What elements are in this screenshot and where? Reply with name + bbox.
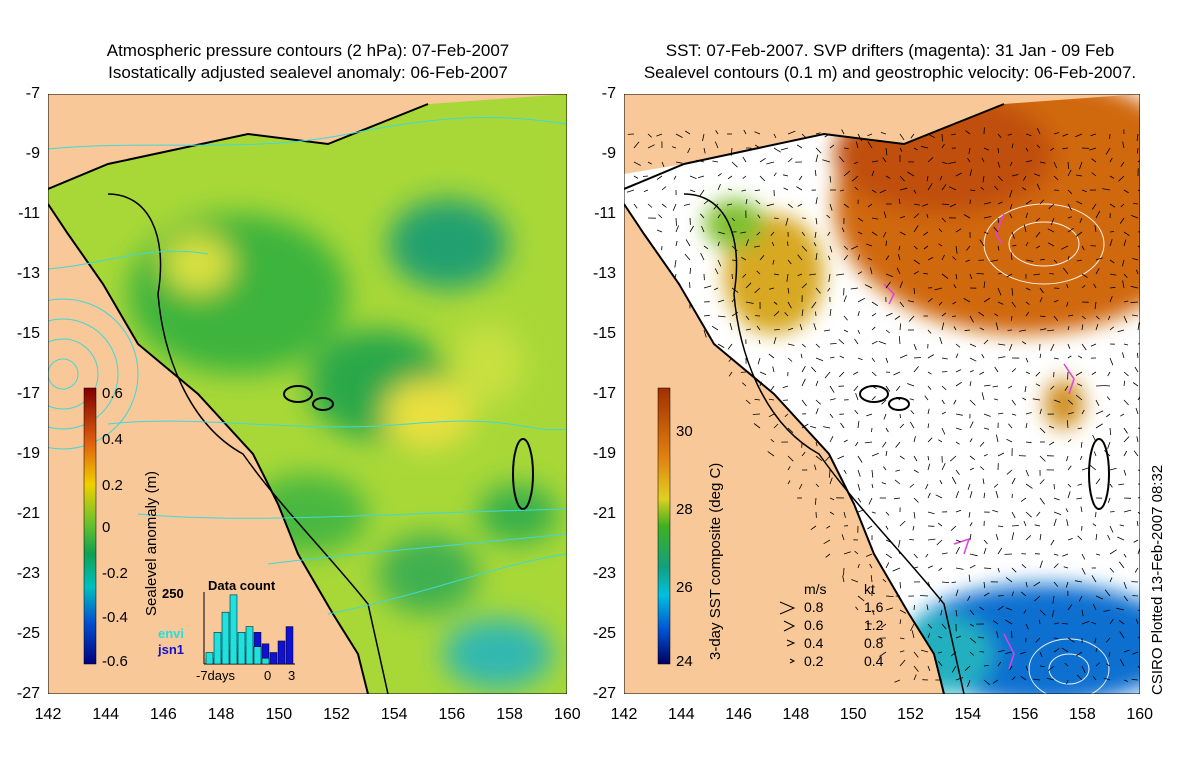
svg-text:0.8: 0.8 [864, 635, 884, 651]
longitude-tick: 144 [667, 706, 695, 723]
inset-title: Data count [208, 578, 276, 593]
latitude-tick: -17 [592, 385, 616, 402]
inset-ymax-label: 250 [162, 586, 184, 601]
svg-text:0.2: 0.2 [804, 653, 824, 669]
svg-text:0.4: 0.4 [804, 635, 824, 651]
longitude-tick: 152 [897, 706, 924, 723]
colorbar-tick: 24 [676, 653, 693, 669]
colorbar-tick: 30 [676, 423, 693, 440]
inset-x-label: 3 [288, 668, 295, 683]
legend-row: 0.6 1.2 [783, 617, 884, 633]
longitude-tick: 154 [954, 706, 982, 723]
latitude-tick: -27 [16, 685, 40, 702]
latitude-tick: -7 [25, 85, 40, 102]
latitude-tick: -13 [592, 265, 616, 282]
inset-bar-jsn1 [277, 640, 286, 665]
legend-row: 0.4 0.8 [786, 635, 884, 651]
latitude-tick: -19 [16, 445, 40, 462]
longitude-tick: 146 [725, 706, 752, 723]
colorbar-tick: 0.2 [102, 477, 123, 494]
inset-bar-envi [245, 626, 254, 665]
sealevel-colorbar: 0.6 0.4 0.2 0 -0.2 -0.4 -0.6 Sealevel an… [83, 385, 160, 669]
latitude-tick: -21 [592, 505, 616, 522]
sst-colorbar: 30 28 26 24 3-day SST composite (deg C) [657, 387, 724, 669]
colorbar-label: 3-day SST composite (deg C) [707, 463, 724, 660]
longitude-tick: 158 [496, 706, 523, 723]
inset-bar-envi [261, 657, 270, 665]
inset-legend-jsn1: jsn1 [157, 642, 184, 657]
latitude-tick: -9 [601, 145, 616, 162]
right-title-line1: SST: 07-Feb-2007. SVP drifters (magenta)… [665, 41, 1115, 60]
inset-legend-envi: envi [158, 626, 184, 641]
sealevel-anomaly-map [48, 94, 567, 694]
colorbar-tick: -0.2 [102, 565, 128, 582]
latitude-tick: -17 [16, 385, 40, 402]
inset-bar-envi [221, 611, 230, 665]
latitude-tick: -25 [592, 625, 616, 642]
longitude-tick: 156 [1011, 706, 1039, 723]
latitude-tick: -15 [16, 325, 40, 342]
colorbar-tick: 0.6 [102, 385, 123, 402]
colorbar-label: Sealevel anomaly (m) [143, 471, 160, 616]
latitude-tick: -9 [25, 145, 40, 162]
data-count-inset: Data count 250 envi jsn1 -7days 0 3 [157, 578, 295, 683]
svg-text:1.6: 1.6 [864, 599, 884, 615]
colorbar-tick: 26 [676, 579, 693, 596]
inset-bar-envi [205, 652, 214, 665]
inset-bar-envi [229, 594, 238, 665]
latitude-tick: -23 [16, 565, 40, 582]
legend-row: 0.2 0.4 [789, 653, 884, 669]
legend-header-kt: kt [864, 581, 875, 597]
latitude-tick: -23 [592, 565, 616, 582]
legend-row: 0.8 1.6 [779, 599, 884, 615]
latitude-tick: -19 [592, 445, 616, 462]
longitude-tick: 144 [92, 706, 120, 723]
inset-bar-jsn1 [285, 626, 294, 665]
inset-bar-jsn1 [269, 652, 278, 665]
inset-bar-envi [253, 646, 262, 665]
sst-map [624, 94, 1140, 694]
svg-text:0.8: 0.8 [804, 599, 824, 615]
left-title-line2: Isostatically adjusted sealevel anomaly:… [108, 63, 508, 82]
plot-credit: CSIRO Plotted 13-Feb-2007 08:32 [1149, 465, 1166, 695]
longitude-tick: 146 [150, 706, 177, 723]
colorbar-tick: 28 [676, 501, 693, 518]
colorbar-tick: 0 [102, 519, 110, 536]
longitude-tick: 148 [207, 706, 235, 723]
latitude-tick: -7 [601, 85, 616, 102]
svg-text:0.6: 0.6 [804, 617, 824, 633]
colorbar-tick: -0.4 [102, 609, 128, 626]
inset-bar-envi [213, 632, 222, 665]
latitude-tick: -15 [592, 325, 616, 342]
latitude-tick: -25 [16, 625, 40, 642]
svg-text:CSIRO Plotted 13-Feb-2007 08:3: CSIRO Plotted 13-Feb-2007 08:32 [1149, 465, 1166, 695]
svg-text:0.4: 0.4 [864, 653, 884, 669]
latitude-tick: -21 [16, 505, 40, 522]
longitude-tick: 142 [34, 706, 62, 723]
longitude-tick: 160 [553, 706, 581, 723]
latitude-tick: -27 [592, 685, 616, 702]
longitude-tick: 158 [1069, 706, 1096, 723]
left-title-line1: Atmospheric pressure contours (2 hPa): 0… [106, 41, 510, 60]
latitude-tick: -13 [16, 265, 40, 282]
right-title-line2: Sealevel contours (0.1 m) and geostrophi… [643, 63, 1137, 82]
latitude-tick: -11 [594, 205, 616, 222]
longitude-tick: 156 [438, 706, 466, 723]
colorbar-tick: 0.4 [102, 431, 123, 448]
longitude-tick: 148 [782, 706, 810, 723]
svg-text:1.2: 1.2 [864, 617, 884, 633]
inset-x-label: -7days [196, 668, 236, 683]
inset-bar-envi [237, 632, 246, 665]
colorbar-tick: -0.6 [102, 653, 128, 669]
longitude-tick: 160 [1126, 706, 1154, 723]
inset-x-label: 0 [264, 668, 271, 683]
longitude-tick: 152 [323, 706, 350, 723]
longitude-tick: 154 [380, 706, 408, 723]
speed-legend: m/s kt 0.8 1.6 0.6 1.2 0.4 0.8 0.2 0.4 [779, 581, 884, 669]
legend-header-ms: m/s [804, 581, 827, 597]
latitude-tick: -11 [18, 205, 40, 222]
longitude-tick: 150 [265, 706, 293, 723]
longitude-tick: 150 [839, 706, 867, 723]
longitude-tick: 142 [610, 706, 638, 723]
